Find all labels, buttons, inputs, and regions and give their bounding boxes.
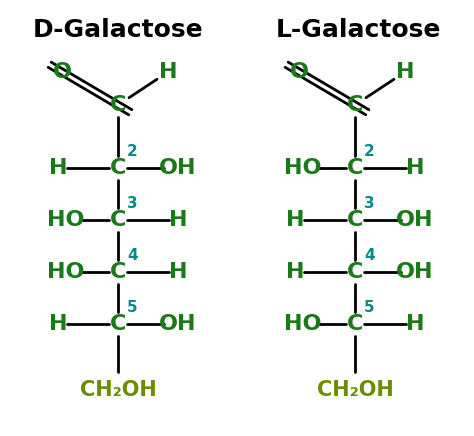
Text: 3: 3 bbox=[127, 196, 137, 211]
Text: 2: 2 bbox=[364, 144, 375, 159]
Text: L-Galactose: L-Galactose bbox=[275, 18, 441, 42]
Text: 5: 5 bbox=[127, 300, 137, 315]
Text: C: C bbox=[347, 262, 363, 282]
Text: HO: HO bbox=[284, 158, 322, 178]
Text: CH₂OH: CH₂OH bbox=[80, 380, 156, 400]
Text: C: C bbox=[110, 210, 126, 230]
Text: H: H bbox=[396, 62, 414, 82]
Text: D-Galactose: D-Galactose bbox=[33, 18, 203, 42]
Text: H: H bbox=[406, 158, 424, 178]
Text: H: H bbox=[49, 158, 67, 178]
Text: OH: OH bbox=[159, 314, 197, 334]
Text: O: O bbox=[290, 62, 309, 82]
Text: C: C bbox=[347, 210, 363, 230]
Text: 2: 2 bbox=[127, 144, 138, 159]
Text: HO: HO bbox=[47, 262, 85, 282]
Text: CH₂OH: CH₂OH bbox=[317, 380, 393, 400]
Text: C: C bbox=[110, 314, 126, 334]
Text: H: H bbox=[169, 210, 187, 230]
Text: 5: 5 bbox=[364, 300, 374, 315]
Text: C: C bbox=[347, 95, 363, 115]
Text: OH: OH bbox=[159, 158, 197, 178]
Text: C: C bbox=[347, 158, 363, 178]
Text: H: H bbox=[406, 314, 424, 334]
Text: H: H bbox=[49, 314, 67, 334]
Text: OH: OH bbox=[396, 210, 434, 230]
Text: H: H bbox=[286, 210, 304, 230]
Text: 4: 4 bbox=[364, 248, 374, 263]
Text: 4: 4 bbox=[127, 248, 137, 263]
Text: H: H bbox=[159, 62, 177, 82]
Text: C: C bbox=[110, 262, 126, 282]
Text: HO: HO bbox=[47, 210, 85, 230]
Text: C: C bbox=[110, 95, 126, 115]
Text: H: H bbox=[169, 262, 187, 282]
Text: 3: 3 bbox=[364, 196, 374, 211]
Text: HO: HO bbox=[284, 314, 322, 334]
Text: C: C bbox=[110, 158, 126, 178]
Text: C: C bbox=[347, 314, 363, 334]
Text: OH: OH bbox=[396, 262, 434, 282]
Text: H: H bbox=[286, 262, 304, 282]
Text: O: O bbox=[53, 62, 72, 82]
